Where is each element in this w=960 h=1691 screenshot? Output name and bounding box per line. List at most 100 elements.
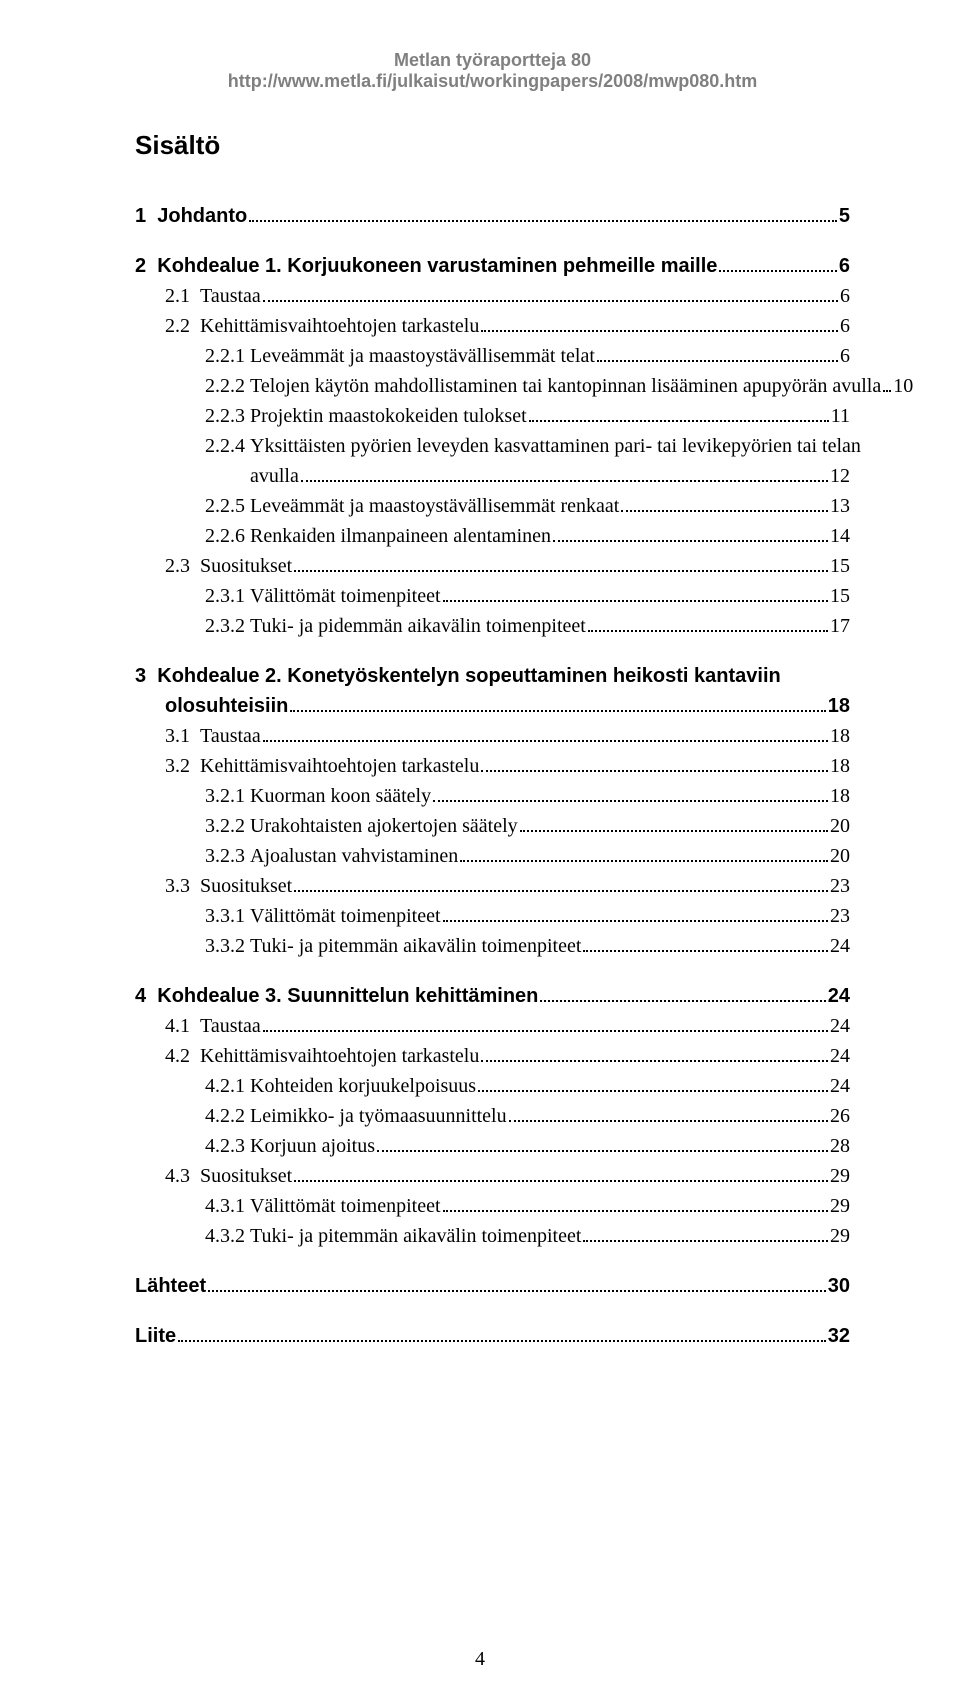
toc-leader-dots: [208, 1274, 826, 1292]
toc-entry: 3.2.2 Urakohtaisten ajokertojen säätely 2…: [135, 811, 850, 841]
toc-entry-page: 6: [840, 341, 850, 371]
toc-entry-label: Kohdealue 3. Suunnittelun kehittäminen: [157, 981, 538, 1011]
toc-entry-number: 4.3.1: [205, 1191, 250, 1221]
toc-entry-label: Kohdealue 1. Korjuukoneen varustaminen p…: [157, 251, 717, 281]
toc-entry-label: Leveämmät ja maastoystävällisemmät telat: [250, 341, 595, 371]
toc-entry: 2.1 Taustaa6: [135, 281, 850, 311]
header-series-title: Metlan työraportteja 80: [135, 50, 850, 71]
toc-entry-label: Suositukset: [200, 871, 292, 901]
toc-entry-page: 6: [840, 281, 850, 311]
toc-leader-dots: [263, 284, 838, 302]
toc-entry-page: 24: [830, 1011, 850, 1041]
toc-entry-page: 23: [830, 871, 850, 901]
toc-entry-label: Välittömät toimenpiteet: [250, 901, 441, 931]
toc-entry-label: Lähteet: [135, 1271, 206, 1301]
toc-entry: 2.3.2 Tuki- ja pidemmän aikavälin toimen…: [135, 611, 850, 641]
toc-entry-page: 20: [830, 811, 850, 841]
toc-entry-label: Yksittäisten pyörien leveyden kasvattami…: [250, 431, 861, 461]
toc-entry: 4.3.2 Tuki- ja pitemmän aikavälin toimen…: [135, 1221, 850, 1251]
toc-entry-number: 3.2.1: [205, 781, 250, 811]
toc-leader-dots: [301, 464, 828, 482]
toc-entry-page: 29: [830, 1221, 850, 1251]
toc-entry-number: 4: [135, 981, 157, 1011]
toc-leader-dots: [478, 1074, 828, 1092]
toc-leader-dots: [883, 374, 891, 392]
toc-entry-label: Kohdealue 2. Konetyöskentelyn sopeuttami…: [157, 661, 780, 691]
toc-entry-continuation: olosuhteisiin18: [135, 691, 850, 721]
toc-leader-dots: [481, 754, 828, 772]
toc-entry: 2.2.5 Leveämmät ja maastoystävällisemmät…: [135, 491, 850, 521]
toc-entry-page: 18: [830, 781, 850, 811]
toc-entry-number: 2.2.1: [205, 341, 250, 371]
toc-entry: 3.1 Taustaa18: [135, 721, 850, 751]
toc-entry: 2 Kohdealue 1. Korjuukoneen varustaminen…: [135, 251, 850, 281]
toc-entry-number: 2.2.5: [205, 491, 250, 521]
toc-entry-page: 32: [828, 1321, 850, 1351]
toc-leader-dots: [481, 1044, 828, 1062]
toc-entry-page: 24: [830, 1071, 850, 1101]
toc-entry: 2.3.1 Välittömät toimenpiteet15: [135, 581, 850, 611]
toc-entry-number: 2.3.2: [205, 611, 250, 641]
toc-entry-label: Kohteiden korjuukelpoisuus: [250, 1071, 476, 1101]
toc-entry-label: Urakohtaisten ajokertojen säätely: [250, 811, 518, 841]
toc-entry-number: 2.2: [165, 311, 200, 341]
toc-entry-label: Suositukset: [200, 551, 292, 581]
toc-entry-number: 2.2.4: [205, 431, 250, 461]
toc-entry-number: 3.2: [165, 751, 200, 781]
toc-entry-page: 17: [830, 611, 850, 641]
toc-leader-dots: [481, 314, 838, 332]
toc-entry: 3.2 Kehittämisvaihtoehtojen tarkastelu18: [135, 751, 850, 781]
toc-leader-dots: [597, 344, 838, 362]
toc-entry-page: 12: [830, 461, 850, 491]
toc-entry-number: 3.2.3: [205, 841, 250, 871]
toc-entry-label: Kuorman koon säätely: [250, 781, 431, 811]
header-url: http://www.metla.fi/julkaisut/workingpap…: [135, 71, 850, 92]
toc-entry-label: Suositukset: [200, 1161, 292, 1191]
toc-leader-dots: [520, 814, 828, 832]
toc-leader-dots: [294, 1164, 828, 1182]
toc-entry-number: 4.2.3: [205, 1131, 250, 1161]
toc-leader-dots: [621, 494, 828, 512]
toc-leader-dots: [249, 204, 837, 222]
toc-entry-number: 2.3: [165, 551, 200, 581]
toc-entry-number: 3.2.2: [205, 811, 250, 841]
toc-entry: 4.2.1 Kohteiden korjuukelpoisuus 24: [135, 1071, 850, 1101]
toc-entry-page: 18: [828, 691, 850, 721]
toc-entry-page: 29: [830, 1191, 850, 1221]
toc-entry: 4.3 Suositukset29: [135, 1161, 850, 1191]
toc-entry-label: Leveämmät ja maastoystävällisemmät renka…: [250, 491, 619, 521]
toc-entry: 2.2.3 Projektin maastokokeiden tulokset1…: [135, 401, 850, 431]
toc-entry-label: Taustaa: [200, 281, 261, 311]
toc-leader-dots: [583, 934, 828, 952]
toc-leader-dots: [290, 694, 825, 712]
page-number: 4: [0, 1648, 960, 1671]
toc-entry: 2.2.4 Yksittäisten pyörien leveyden kasv…: [135, 431, 850, 461]
toc-leader-dots: [719, 254, 836, 272]
toc-entry-label: Liite: [135, 1321, 176, 1351]
toc-leader-dots: [509, 1104, 828, 1122]
toc-entry-number: 1: [135, 201, 157, 231]
toc-leader-dots: [433, 784, 828, 802]
toc-entry-label: Telojen käytön mahdollistaminen tai kant…: [250, 371, 881, 401]
toc-leader-dots: [529, 404, 829, 422]
toc-entry: 4.3.1 Välittömät toimenpiteet 29: [135, 1191, 850, 1221]
toc-entry-page: 15: [830, 551, 850, 581]
toc-entry-label: Tuki- ja pitemmän aikavälin toimenpiteet: [250, 931, 581, 961]
toc-entry: 4 Kohdealue 3. Suunnittelun kehittäminen…: [135, 981, 850, 1011]
toc-entry-page: 24: [830, 931, 850, 961]
toc-entry-label: Välittömät toimenpiteet: [250, 1191, 441, 1221]
toc-entry-page: 10: [893, 371, 913, 401]
toc-entry-page: 18: [830, 721, 850, 751]
toc-entry-page: 6: [839, 251, 850, 281]
toc-entry-number: 4.3.2: [205, 1221, 250, 1251]
toc-entry-page: 26: [830, 1101, 850, 1131]
toc-entry: 2.2.2 Telojen käytön mahdollistaminen ta…: [135, 371, 850, 401]
toc-entry-label: Korjuun ajoitus: [250, 1131, 375, 1161]
toc-entry-page: 15: [830, 581, 850, 611]
toc-leader-dots: [377, 1134, 828, 1152]
toc-entry-page: 24: [828, 981, 850, 1011]
toc-entry-number: 4.2.2: [205, 1101, 250, 1131]
toc-entry-page: 29: [830, 1161, 850, 1191]
toc-entry-number: 4.2.1: [205, 1071, 250, 1101]
toc-entry: 3.3.2 Tuki- ja pitemmän aikavälin toimen…: [135, 931, 850, 961]
